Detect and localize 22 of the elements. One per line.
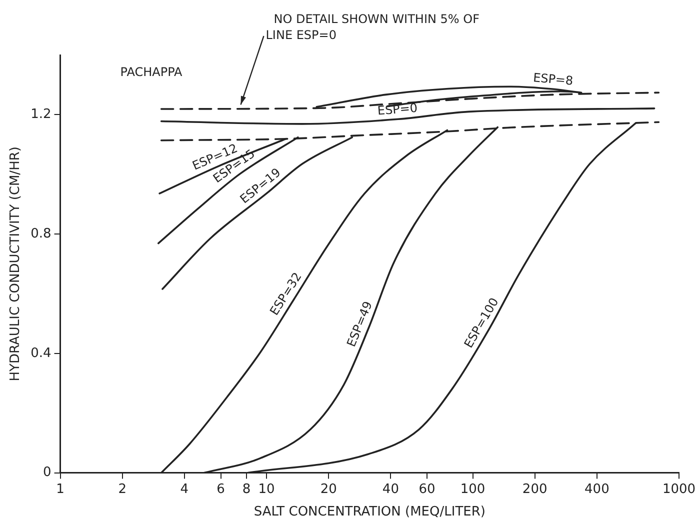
annotation: NO DETAIL SHOWN WITHIN 5% OF LINE ESP=0: [266, 12, 480, 42]
x-tick-label: 20: [320, 482, 337, 497]
x-tick-label: 200: [522, 482, 548, 497]
x-tick-label: 6: [216, 482, 225, 497]
x-tick-label: 40: [382, 482, 399, 497]
annotation: PACHAPPA: [120, 65, 184, 80]
y-axis-title: HYDRAULIC CONDUCTIVITY (CM/HR): [8, 146, 24, 382]
x-tick-label: 400: [584, 482, 610, 497]
x-tick-label: 10: [258, 482, 275, 497]
x-tick-label: 8: [242, 482, 251, 497]
x-axis-title: SALT CONCENTRATION (MEQ/LITER): [254, 504, 486, 520]
y-tick-label: 0: [42, 465, 52, 480]
x-tick-label: 2: [118, 482, 126, 497]
x-tick-label: 1: [56, 482, 64, 497]
x-tick-label: 1000: [662, 482, 696, 497]
x-tick-label: 100: [460, 482, 486, 497]
x-tick-label: 60: [418, 482, 436, 497]
y-tick-label: 1.2: [30, 107, 52, 122]
y-tick-label: 0.4: [30, 346, 52, 361]
series-label: ESP=8: [532, 70, 574, 88]
y-tick-label: 0.8: [30, 226, 52, 242]
x-tick-label: 4: [180, 482, 189, 497]
